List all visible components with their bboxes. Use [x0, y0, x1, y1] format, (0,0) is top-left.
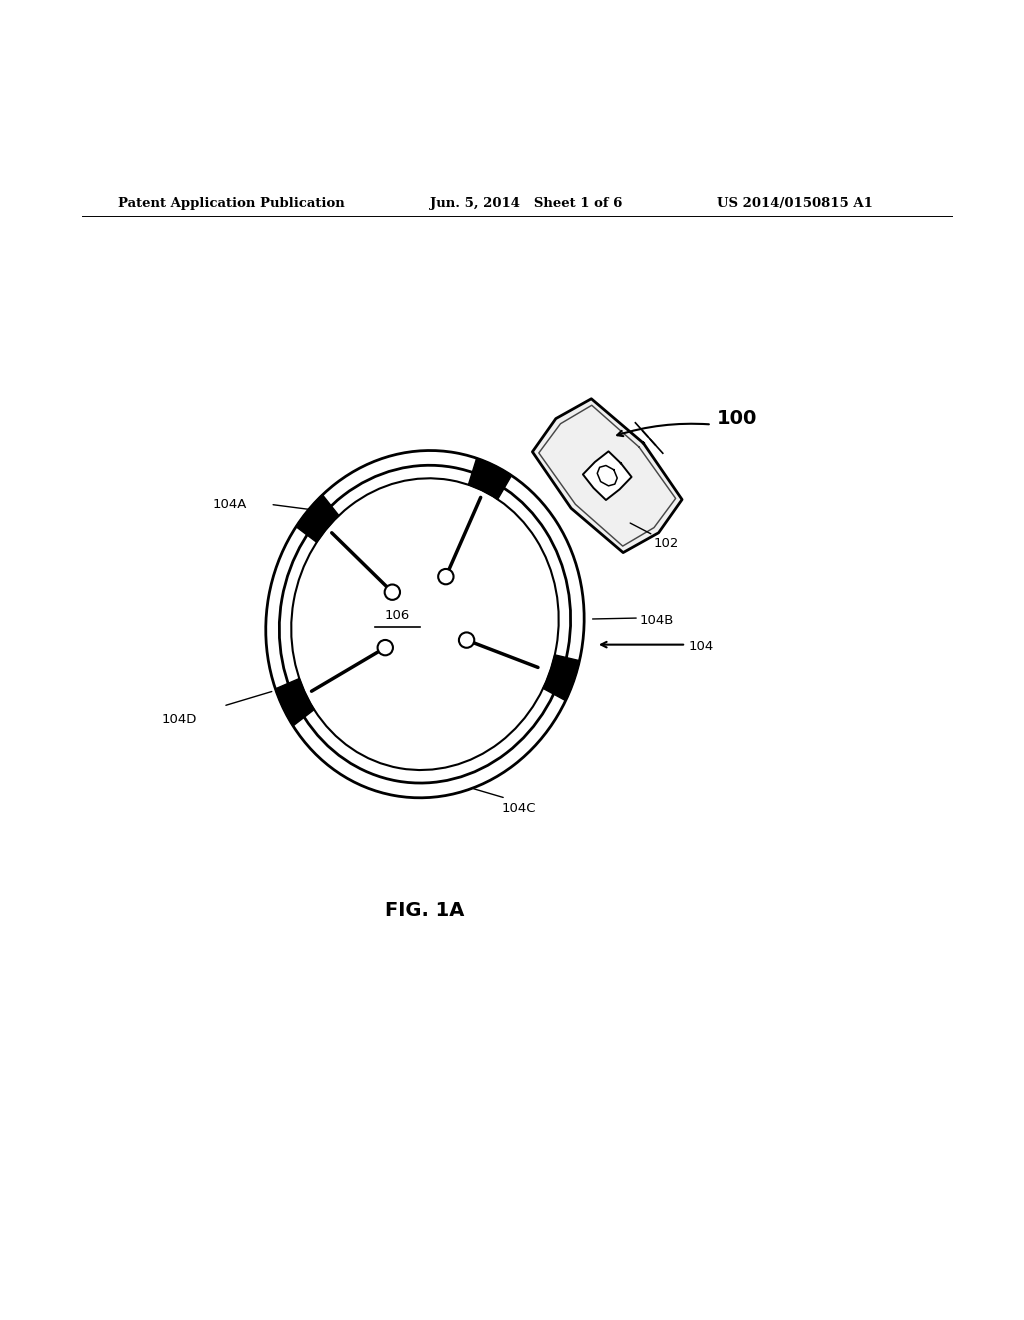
Polygon shape [532, 399, 682, 553]
Polygon shape [597, 466, 617, 486]
Text: 104: 104 [688, 640, 714, 653]
Text: 102: 102 [653, 537, 679, 550]
Text: 104A: 104A [213, 499, 248, 511]
Circle shape [459, 632, 474, 648]
Circle shape [378, 640, 393, 655]
Text: 104B: 104B [640, 614, 675, 627]
Text: 100: 100 [717, 409, 757, 429]
Text: FIG. 1A: FIG. 1A [385, 902, 465, 920]
Text: US 2014/0150815 A1: US 2014/0150815 A1 [717, 197, 872, 210]
Text: Patent Application Publication: Patent Application Publication [118, 197, 344, 210]
Polygon shape [583, 451, 632, 500]
Polygon shape [494, 473, 575, 572]
Text: 104D: 104D [162, 714, 198, 726]
Text: 106: 106 [385, 609, 410, 622]
Circle shape [385, 585, 400, 599]
Polygon shape [296, 495, 339, 543]
Polygon shape [468, 458, 512, 499]
Polygon shape [543, 655, 580, 701]
Text: 104C: 104C [502, 801, 537, 814]
Polygon shape [275, 678, 314, 726]
Circle shape [438, 569, 454, 585]
Text: Jun. 5, 2014   Sheet 1 of 6: Jun. 5, 2014 Sheet 1 of 6 [430, 197, 623, 210]
